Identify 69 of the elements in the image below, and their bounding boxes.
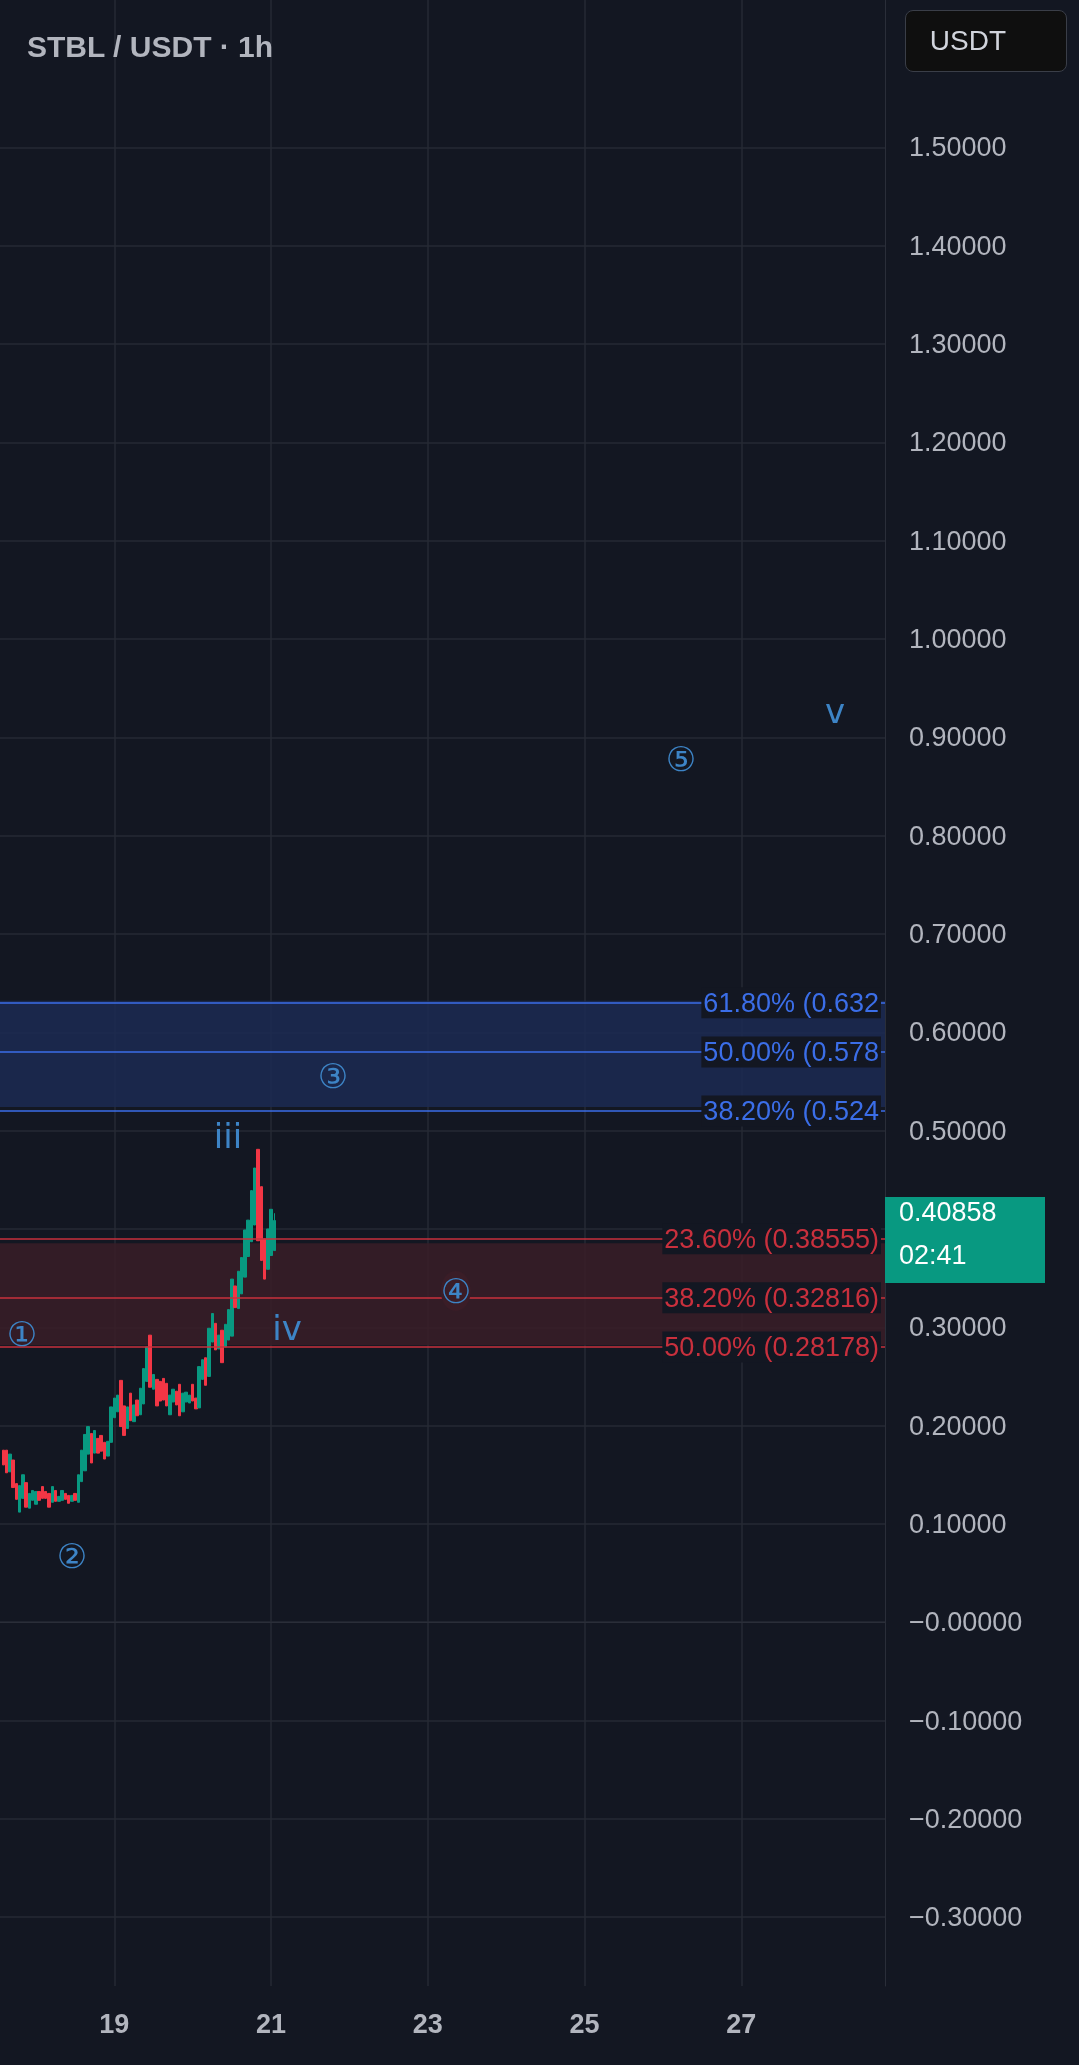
y-tick-label: −0.20000 <box>909 1803 1023 1834</box>
annotation: ④ <box>440 1271 472 1311</box>
annotation: ② <box>56 1536 88 1576</box>
candlestick <box>67 1494 70 1504</box>
ref-line-label: 50.00% (0.28178) <box>664 1331 879 1362</box>
candlestick <box>54 1489 57 1502</box>
candlestick <box>41 1486 44 1499</box>
y-tick-label: −0.00000 <box>909 1607 1023 1638</box>
ref-line-label: 38.20% (0.32816) <box>664 1282 879 1313</box>
candlestick <box>230 1278 234 1337</box>
annotation: ① <box>6 1314 38 1354</box>
ref-line-label: 50.00% (0.578 <box>703 1036 879 1067</box>
candlestick <box>28 1492 31 1509</box>
candlestick <box>188 1394 191 1404</box>
candlestick <box>214 1322 217 1351</box>
y-tick-label: 0.70000 <box>909 919 1007 950</box>
candlestick <box>64 1492 67 1500</box>
candlestick <box>220 1329 224 1364</box>
x-tick-label: 21 <box>256 2008 287 2039</box>
x-tick-label: 19 <box>99 2008 130 2039</box>
annotation: iv <box>272 1308 302 1348</box>
candlestick <box>5 1449 8 1474</box>
y-tick-label: 1.40000 <box>909 230 1007 261</box>
candlestick <box>126 1406 129 1430</box>
candlestick <box>273 1212 276 1252</box>
y-tick-label: 1.10000 <box>909 525 1007 556</box>
ref-line-label: 23.60% (0.38555) <box>664 1223 879 1254</box>
annotation: v <box>824 691 846 731</box>
candlestick <box>233 1285 237 1309</box>
annotation: ⑤ <box>665 739 697 779</box>
text: 0.40858 <box>885 1197 1045 1240</box>
x-tick-label: 25 <box>569 2008 600 2039</box>
y-tick-label: 0.30000 <box>909 1312 1007 1343</box>
y-tick-label: 1.30000 <box>909 329 1007 360</box>
annotation: ③ <box>317 1056 349 1096</box>
ref-line-label: 38.20% (0.524 <box>703 1095 879 1126</box>
y-tick-label: 1.50000 <box>909 132 1007 163</box>
y-tick-label: 1.20000 <box>909 427 1007 458</box>
annotation: iii <box>213 1116 243 1156</box>
candlestick <box>135 1399 139 1417</box>
candlestick <box>204 1357 207 1386</box>
y-tick-label: 0.90000 <box>909 722 1007 753</box>
y-tick-label: 0.10000 <box>909 1508 1007 1539</box>
y-tick-label: −0.10000 <box>909 1705 1023 1736</box>
y-tick-label: 0.60000 <box>909 1017 1007 1048</box>
candlestick <box>152 1373 155 1390</box>
candlestick <box>129 1392 132 1422</box>
candlestick <box>24 1482 28 1508</box>
y-tick-label: 0.80000 <box>909 820 1007 851</box>
text: 02:41 <box>885 1240 1045 1283</box>
x-tick-label: 27 <box>726 2008 757 2039</box>
text: STBL / USDT · 1h <box>27 29 274 63</box>
candlestick <box>90 1432 93 1464</box>
candlestick <box>93 1430 96 1454</box>
y-tick-label: −0.30000 <box>909 1902 1023 1933</box>
y-tick-label: 0.20000 <box>909 1410 1007 1441</box>
candlestick <box>165 1382 168 1407</box>
ref-line-label: 61.80% (0.632 <box>703 987 879 1018</box>
candlestick <box>37 1490 41 1501</box>
candlestick <box>148 1334 152 1388</box>
y-tick-label: 0.50000 <box>909 1115 1007 1146</box>
candlestick <box>51 1486 54 1503</box>
candlestick <box>73 1492 77 1501</box>
x-tick-label: 23 <box>412 2008 443 2039</box>
candlestick <box>47 1492 51 1508</box>
y-tick-label: 1.00000 <box>909 624 1007 655</box>
candlestick <box>60 1489 64 1501</box>
text: USDT <box>904 10 1067 72</box>
candlestick <box>178 1383 181 1417</box>
